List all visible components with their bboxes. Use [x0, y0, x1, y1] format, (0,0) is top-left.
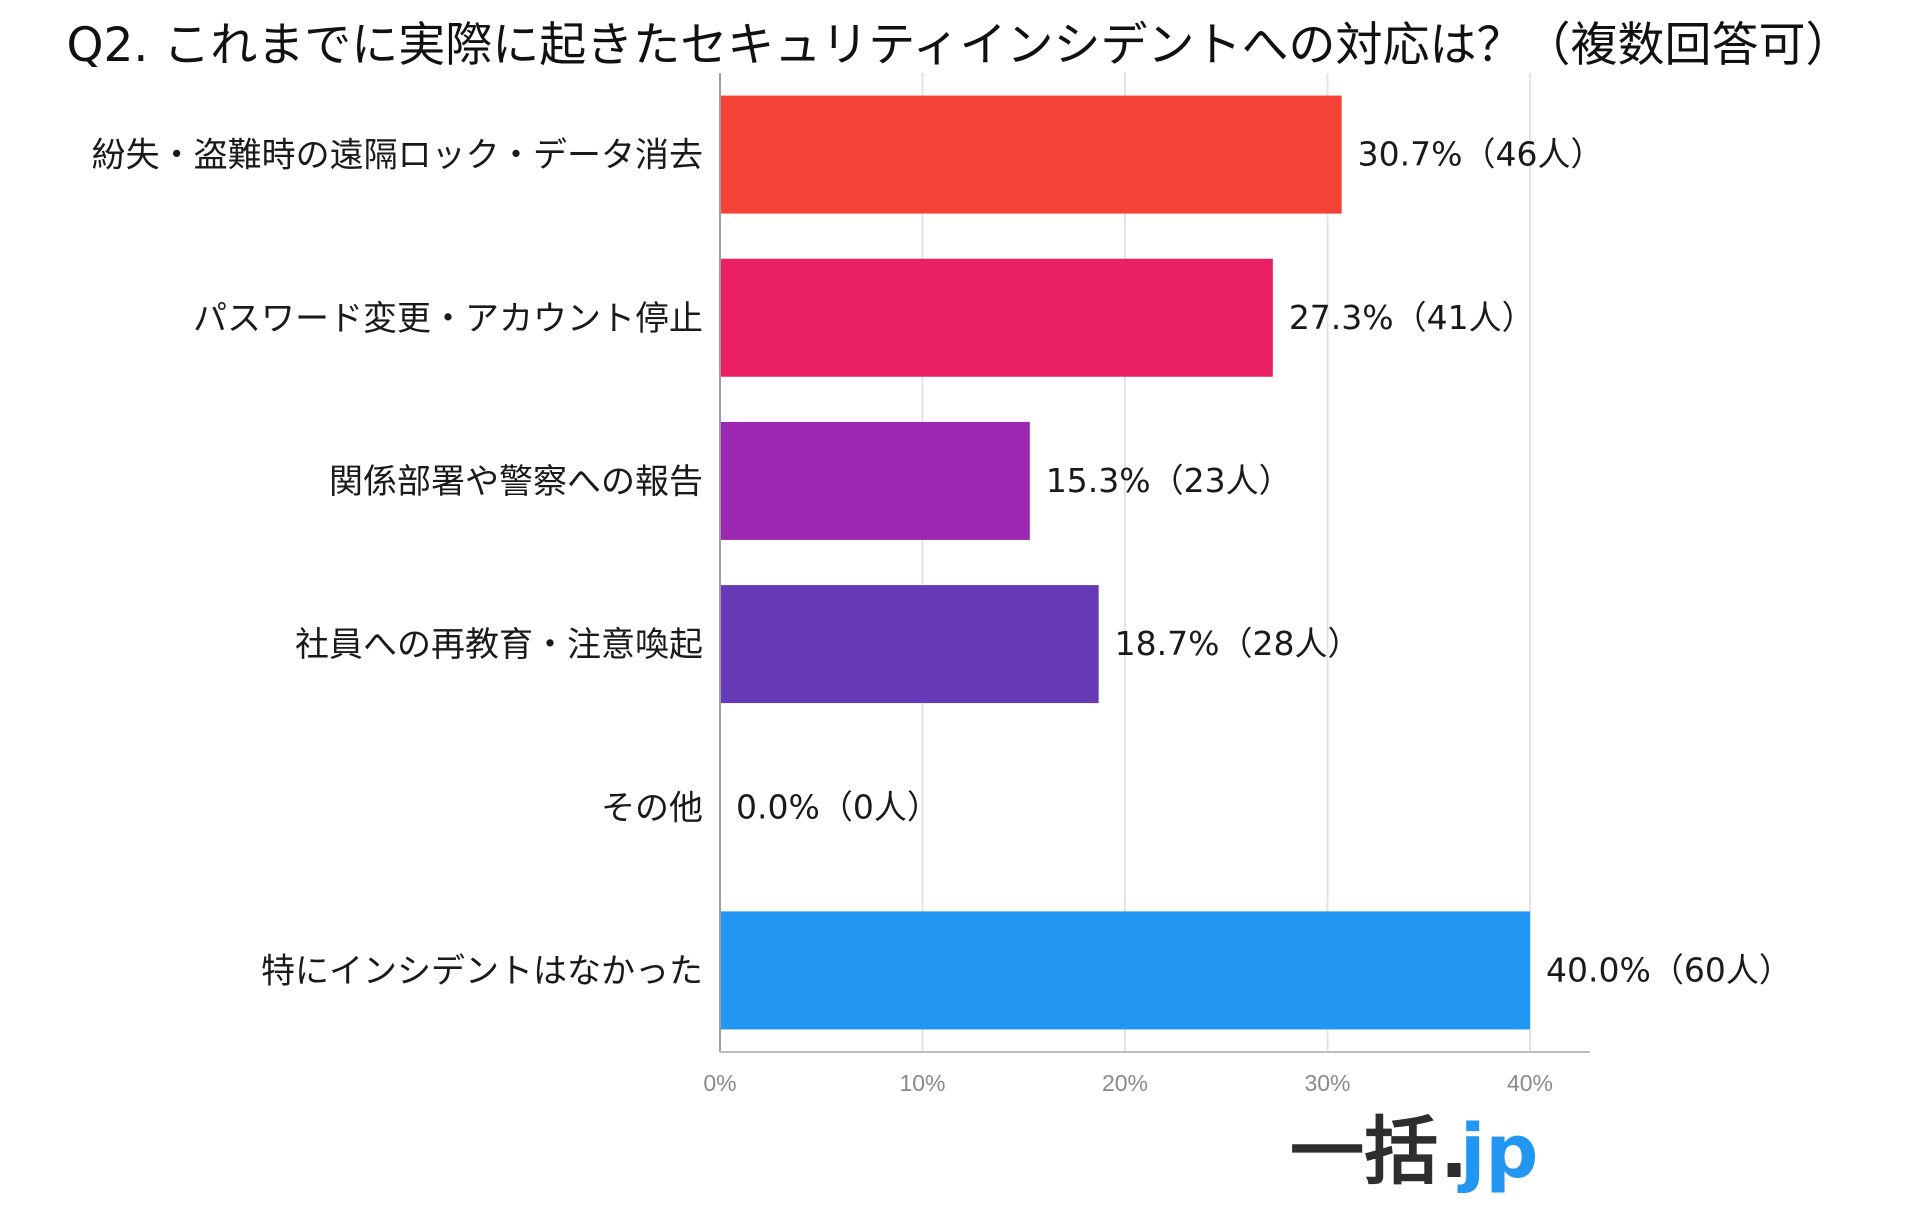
category-label-1: 紛失・盗難時の遠隔ロック・データ消去 [92, 136, 703, 176]
axes: 0% 10% 20% 30% 40% [703, 73, 1590, 1096]
bar-4 [720, 585, 1099, 704]
x-tick-label-30: 30% [1304, 1070, 1350, 1096]
value-label-4: 18.7%（28人） [1115, 624, 1361, 663]
bar-2 [720, 258, 1273, 377]
value-label-5: 0.0%（0人） [736, 787, 940, 826]
x-tick-label-10: 10% [899, 1070, 945, 1096]
category-label-4: 社員への再教育・注意喚起 [295, 625, 703, 665]
x-tick-label-40: 40% [1507, 1070, 1553, 1096]
category-label-2: パスワード変更・アカウント停止 [193, 299, 703, 339]
logo-kanji: 一括 [1290, 1109, 1438, 1195]
labels: 紛失・盗難時の遠隔ロック・データ消去 30.7%（46人） パスワード変更・アカウン… [92, 135, 1792, 992]
category-label-3: 関係部署や警察への報告 [329, 462, 703, 502]
value-label-6: 40.0%（60人） [1546, 950, 1792, 989]
value-label-3: 15.3%（23人） [1046, 461, 1292, 500]
bar-6 [720, 911, 1530, 1030]
chart-title: Q2. これまでに実際に起きたセキュリティインシデントへの対応は？（複数回答可） [66, 18, 1853, 73]
value-label-2: 27.3%（41人） [1289, 298, 1535, 337]
logo-dot: . [1440, 1109, 1468, 1195]
bar-3 [720, 421, 1030, 540]
category-label-5: その他 [601, 788, 703, 828]
value-label-1: 30.7%（46人） [1358, 135, 1604, 174]
ikkatsu-jp-logo: 一括 . jp [1290, 1109, 1538, 1195]
gridlines [921, 73, 1531, 1052]
x-tick-label-20: 20% [1102, 1070, 1148, 1096]
category-label-6: 特にインシデントはなかった [261, 951, 703, 991]
bars [720, 95, 1530, 1030]
logo-jp: jp [1457, 1109, 1538, 1195]
bar-1 [720, 95, 1342, 214]
x-tick-label-0: 0% [703, 1070, 736, 1096]
